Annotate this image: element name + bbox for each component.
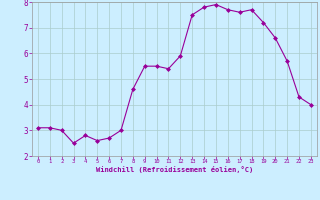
- X-axis label: Windchill (Refroidissement éolien,°C): Windchill (Refroidissement éolien,°C): [96, 166, 253, 173]
